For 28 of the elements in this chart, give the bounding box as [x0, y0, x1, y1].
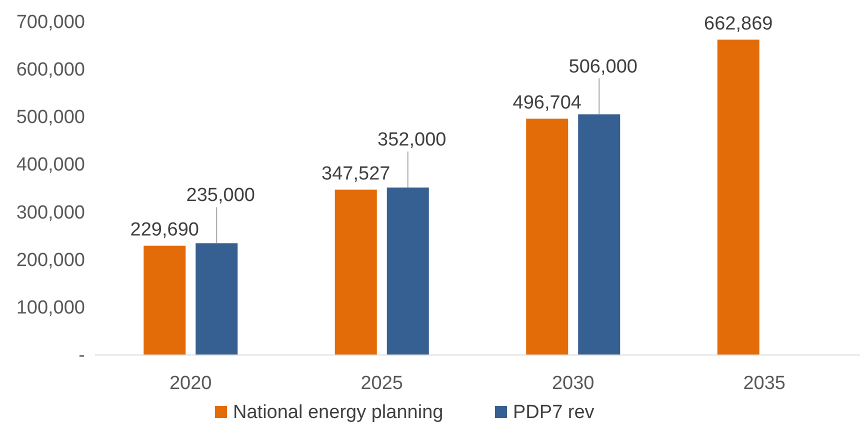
data-label: 496,704: [512, 92, 582, 114]
x-tick-label: 2020: [169, 373, 212, 394]
bar: [386, 188, 429, 355]
y-tick-label: 300,000: [16, 202, 85, 224]
x-tick-label: 2035: [743, 373, 786, 394]
data-label: 347,527: [322, 164, 390, 185]
y-tick-label: 500,000: [16, 107, 85, 128]
y-tick-label: 200,000: [16, 250, 85, 271]
x-tick-label: 2030: [552, 373, 594, 394]
data-label: 662,869: [704, 14, 773, 35]
bar: [526, 118, 568, 355]
data-label: 229,690: [130, 220, 199, 241]
data-label: 352,000: [378, 130, 446, 151]
bar: [578, 114, 620, 355]
bar: [196, 243, 238, 355]
y-tick-label: 100,000: [16, 297, 85, 318]
y-tick-label: -: [78, 345, 85, 366]
bar: [334, 190, 377, 355]
legend-label: PDP7 rev: [513, 402, 595, 423]
y-tick-label: 700,000: [16, 12, 85, 33]
y-tick-label: 400,000: [16, 154, 85, 176]
x-tick-label: 2025: [360, 373, 404, 394]
data-label: 235,000: [186, 185, 255, 206]
y-tick-label: 600,000: [16, 60, 85, 81]
bar: [717, 40, 760, 355]
bar: [144, 246, 186, 355]
legend-label: National energy planning: [233, 402, 444, 423]
data-label: 506,000: [568, 56, 638, 78]
